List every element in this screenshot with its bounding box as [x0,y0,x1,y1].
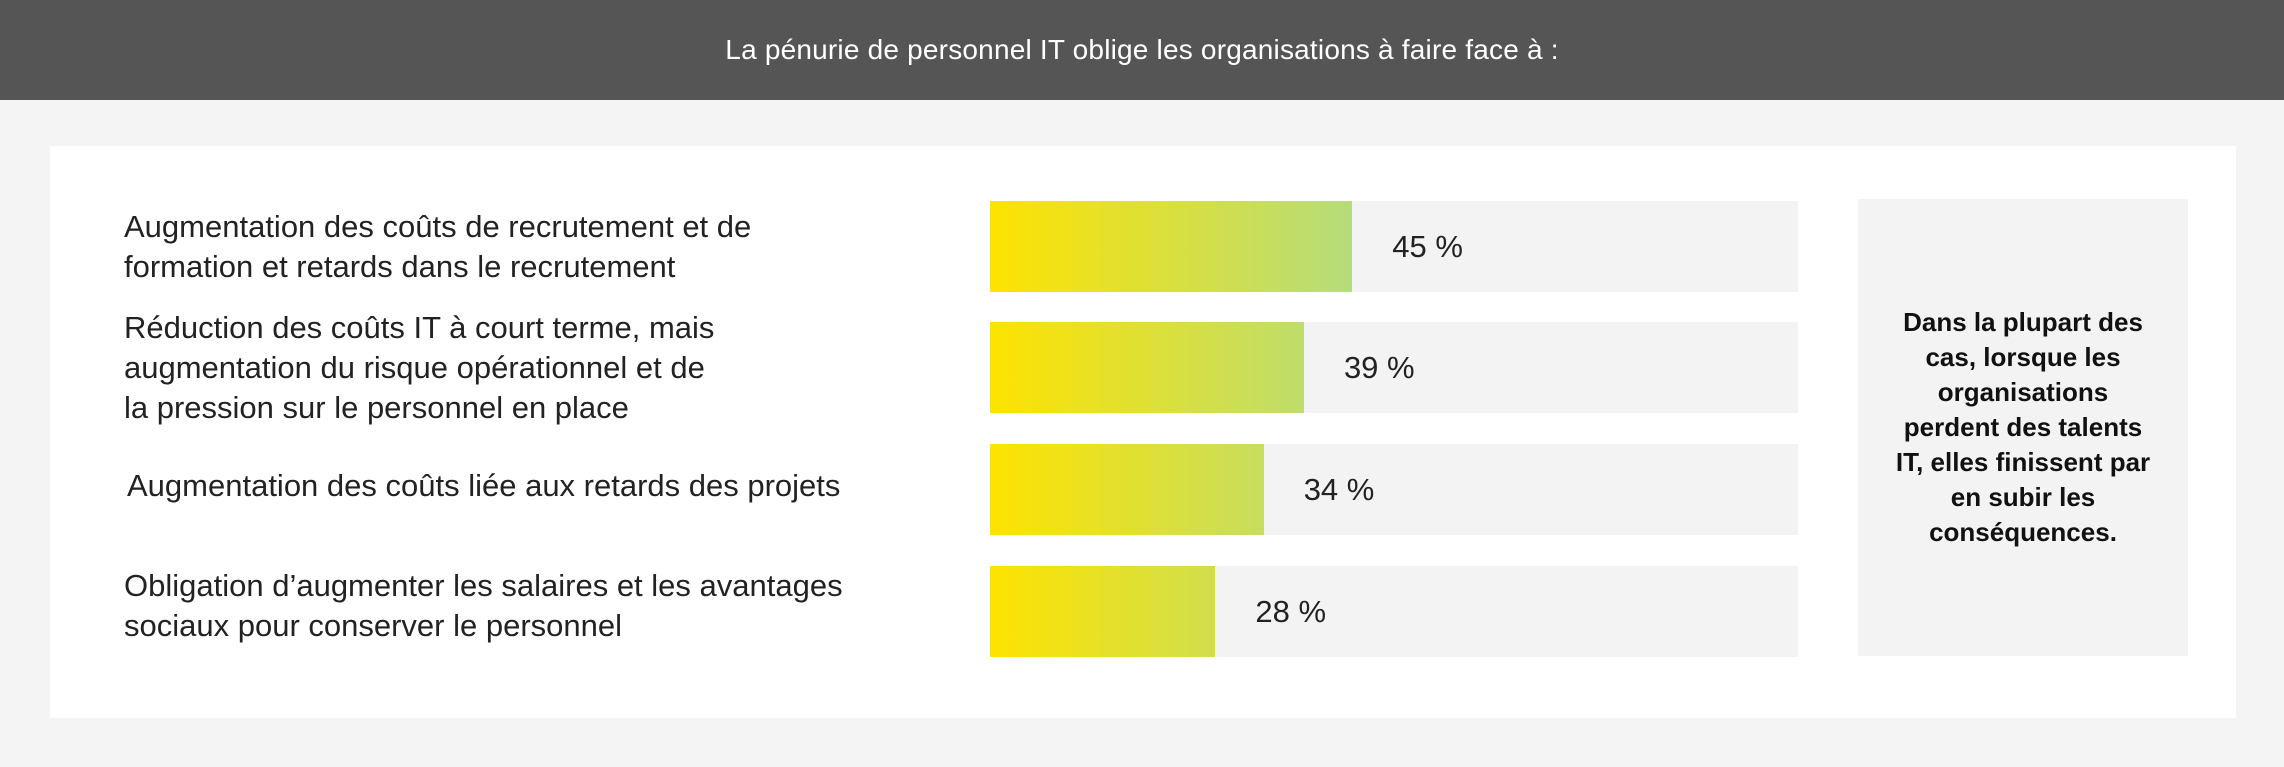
bar [990,322,1304,413]
bar-track: 28 % [990,566,1798,657]
bar [990,444,1264,535]
category-label: Obligation d’augmenter les salaires et l… [124,568,843,643]
header-bar: La pénurie de personnel IT oblige les or… [0,0,2284,100]
chart-card: Augmentation des coûts de recrutement et… [50,146,2236,718]
bar [990,201,1353,292]
data-label: 34 % [1303,472,1375,507]
bar [990,566,1216,657]
category-label: Augmentation des coûts liée aux retards … [127,468,841,503]
side-note-text: Dans la plupart des cas, lorsque les org… [1895,307,2151,547]
bar-track: 45 % [990,201,1798,292]
data-label: 39 % [1343,350,1415,385]
page-title: La pénurie de personnel IT oblige les or… [725,34,1559,65]
side-note-panel: Dans la plupart des cas, lorsque les org… [1858,199,2188,656]
data-label: 28 % [1255,594,1327,629]
category-label: Augmentation des coûts de recrutement et… [124,209,752,284]
category-label: Réduction des coûts IT à court terme, ma… [124,310,715,425]
data-label: 45 % [1392,229,1463,264]
bar-track: 34 % [990,444,1798,535]
bar-track: 39 % [990,322,1798,413]
